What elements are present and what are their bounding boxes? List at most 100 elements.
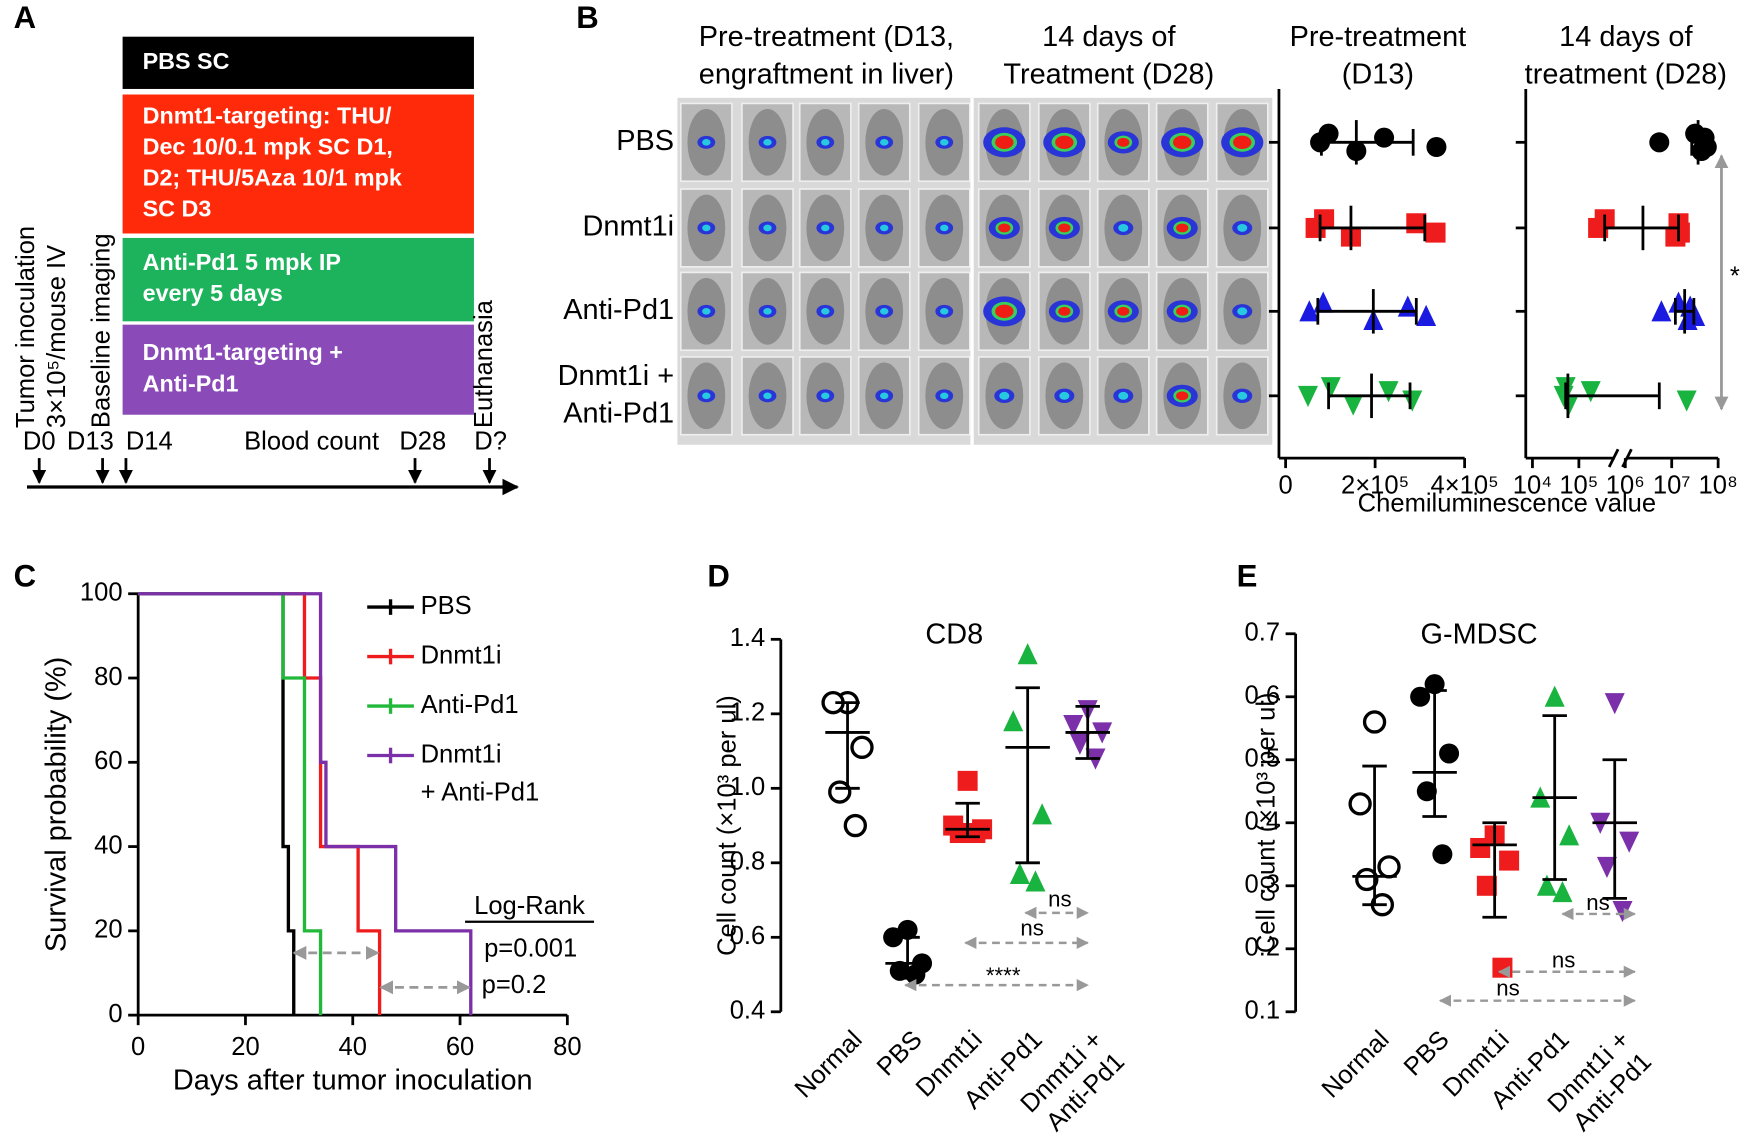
signal-red <box>1058 223 1071 233</box>
signal-red <box>1176 391 1189 401</box>
signal-red <box>995 304 1014 318</box>
signal-green <box>1118 391 1129 400</box>
annotation: ns <box>1496 975 1519 1000</box>
x-tick-label: 80 <box>553 1033 581 1061</box>
point <box>1470 837 1491 858</box>
survival-curve <box>138 592 473 1016</box>
legend-label: PBS <box>421 592 472 620</box>
point <box>1063 714 1084 737</box>
point <box>1297 385 1318 407</box>
imaging-header: 14 days of Treatment (D28) <box>1003 20 1214 90</box>
day-label: D? <box>474 427 507 455</box>
legend-label: Dnmt1i + Anti-Pd1 <box>421 740 540 806</box>
signal-green <box>763 138 772 146</box>
signal-red <box>1055 135 1074 149</box>
point <box>1536 874 1557 896</box>
annotation: ns <box>1020 915 1043 940</box>
point <box>1397 295 1418 317</box>
y-tick-label: 0.2 <box>1245 934 1281 962</box>
x-tick-label: 0 <box>1279 472 1293 500</box>
panel-label: A <box>14 0 36 35</box>
point <box>1439 743 1460 764</box>
treatment-text: PBS SC <box>143 48 230 74</box>
group-label: PBS <box>616 125 674 157</box>
annotation: ns <box>1048 886 1071 911</box>
point <box>1343 394 1364 416</box>
panel-label: E <box>1237 558 1258 593</box>
signal-red <box>1117 137 1130 147</box>
signal-green <box>821 307 830 315</box>
point <box>1669 222 1690 243</box>
signal-red <box>1058 306 1071 316</box>
point <box>1651 300 1672 322</box>
treatment-text: Anti-Pd1 5 mpk IP every 5 days <box>143 249 341 306</box>
y-tick-label: 0.4 <box>1245 808 1281 836</box>
group-label: Dnmt1i + Anti-Pd1 <box>558 360 674 430</box>
signal-green <box>821 224 830 232</box>
x-axis-label: Chemiluminescence value <box>1358 490 1656 518</box>
signal-green <box>763 392 772 400</box>
signal-green <box>763 224 772 232</box>
y-tick-label: 0.6 <box>1245 682 1281 710</box>
signal-green <box>880 307 889 315</box>
y-tick-label: 0.7 <box>1245 619 1281 647</box>
y-tick-label: 80 <box>94 663 122 691</box>
point <box>1320 377 1341 399</box>
x-tick-label: Normal <box>790 1025 868 1103</box>
point <box>1544 685 1565 707</box>
x-tick-label: 10⁸ <box>1699 472 1738 500</box>
point <box>850 735 874 760</box>
legend-label: Dnmt1i <box>421 641 502 669</box>
x-tick-label: 10⁴ <box>1513 472 1552 500</box>
point <box>1425 222 1446 243</box>
x-tick-label: 2×10⁵ <box>1341 472 1409 500</box>
signal-red <box>1173 135 1192 149</box>
point <box>1619 831 1640 853</box>
point <box>1649 132 1670 153</box>
point <box>1499 850 1520 871</box>
point <box>1017 643 1038 665</box>
y-axis-label: Cell count (×10³ per ul) <box>713 695 741 956</box>
x-tick-label: 0 <box>131 1033 145 1061</box>
point <box>1318 123 1339 144</box>
annotation: ns <box>1586 890 1609 915</box>
point <box>1313 291 1334 313</box>
x-tick-label: 20 <box>231 1033 259 1061</box>
point <box>1596 856 1617 879</box>
point <box>1552 880 1573 903</box>
y-tick-label: 0.1 <box>1245 997 1281 1025</box>
x-tick-label: 10⁶ <box>1606 472 1645 500</box>
chart-title: G-MDSC <box>1420 619 1537 651</box>
annotation: Log-Rank <box>474 892 585 920</box>
point <box>1025 870 1046 892</box>
x-tick-label: 40 <box>339 1033 367 1061</box>
point <box>1009 862 1030 884</box>
point <box>1432 844 1453 865</box>
point <box>883 927 904 948</box>
annotation: ns <box>1552 948 1575 973</box>
x-tick-label: 60 <box>446 1033 474 1061</box>
y-tick-label: 0.8 <box>730 848 766 876</box>
day-label: Blood count <box>244 427 379 455</box>
y-tick-label: 0.3 <box>1245 871 1281 899</box>
treatment-box <box>122 94 474 234</box>
signal-green <box>940 392 949 400</box>
x-tick-label: Normal <box>1317 1025 1395 1103</box>
panel-label: C <box>14 558 36 593</box>
signal-green <box>880 138 889 146</box>
group-label: Anti-Pd1 <box>563 294 674 326</box>
chart-title: Pre-treatment (D13) <box>1290 20 1467 90</box>
signal-green <box>880 224 889 232</box>
timeline-label: Tumor inoculation 3×10⁵/mouse IV <box>12 226 71 428</box>
point <box>1032 803 1053 825</box>
point <box>1604 693 1625 715</box>
survival-curve <box>138 592 382 1016</box>
point <box>1348 792 1372 816</box>
signal-green <box>940 138 949 146</box>
signal-green <box>880 392 889 400</box>
y-tick-label: 100 <box>80 578 123 606</box>
day-label: D0 <box>23 427 56 455</box>
signal-red <box>1233 135 1252 149</box>
signal-red <box>1176 223 1189 233</box>
